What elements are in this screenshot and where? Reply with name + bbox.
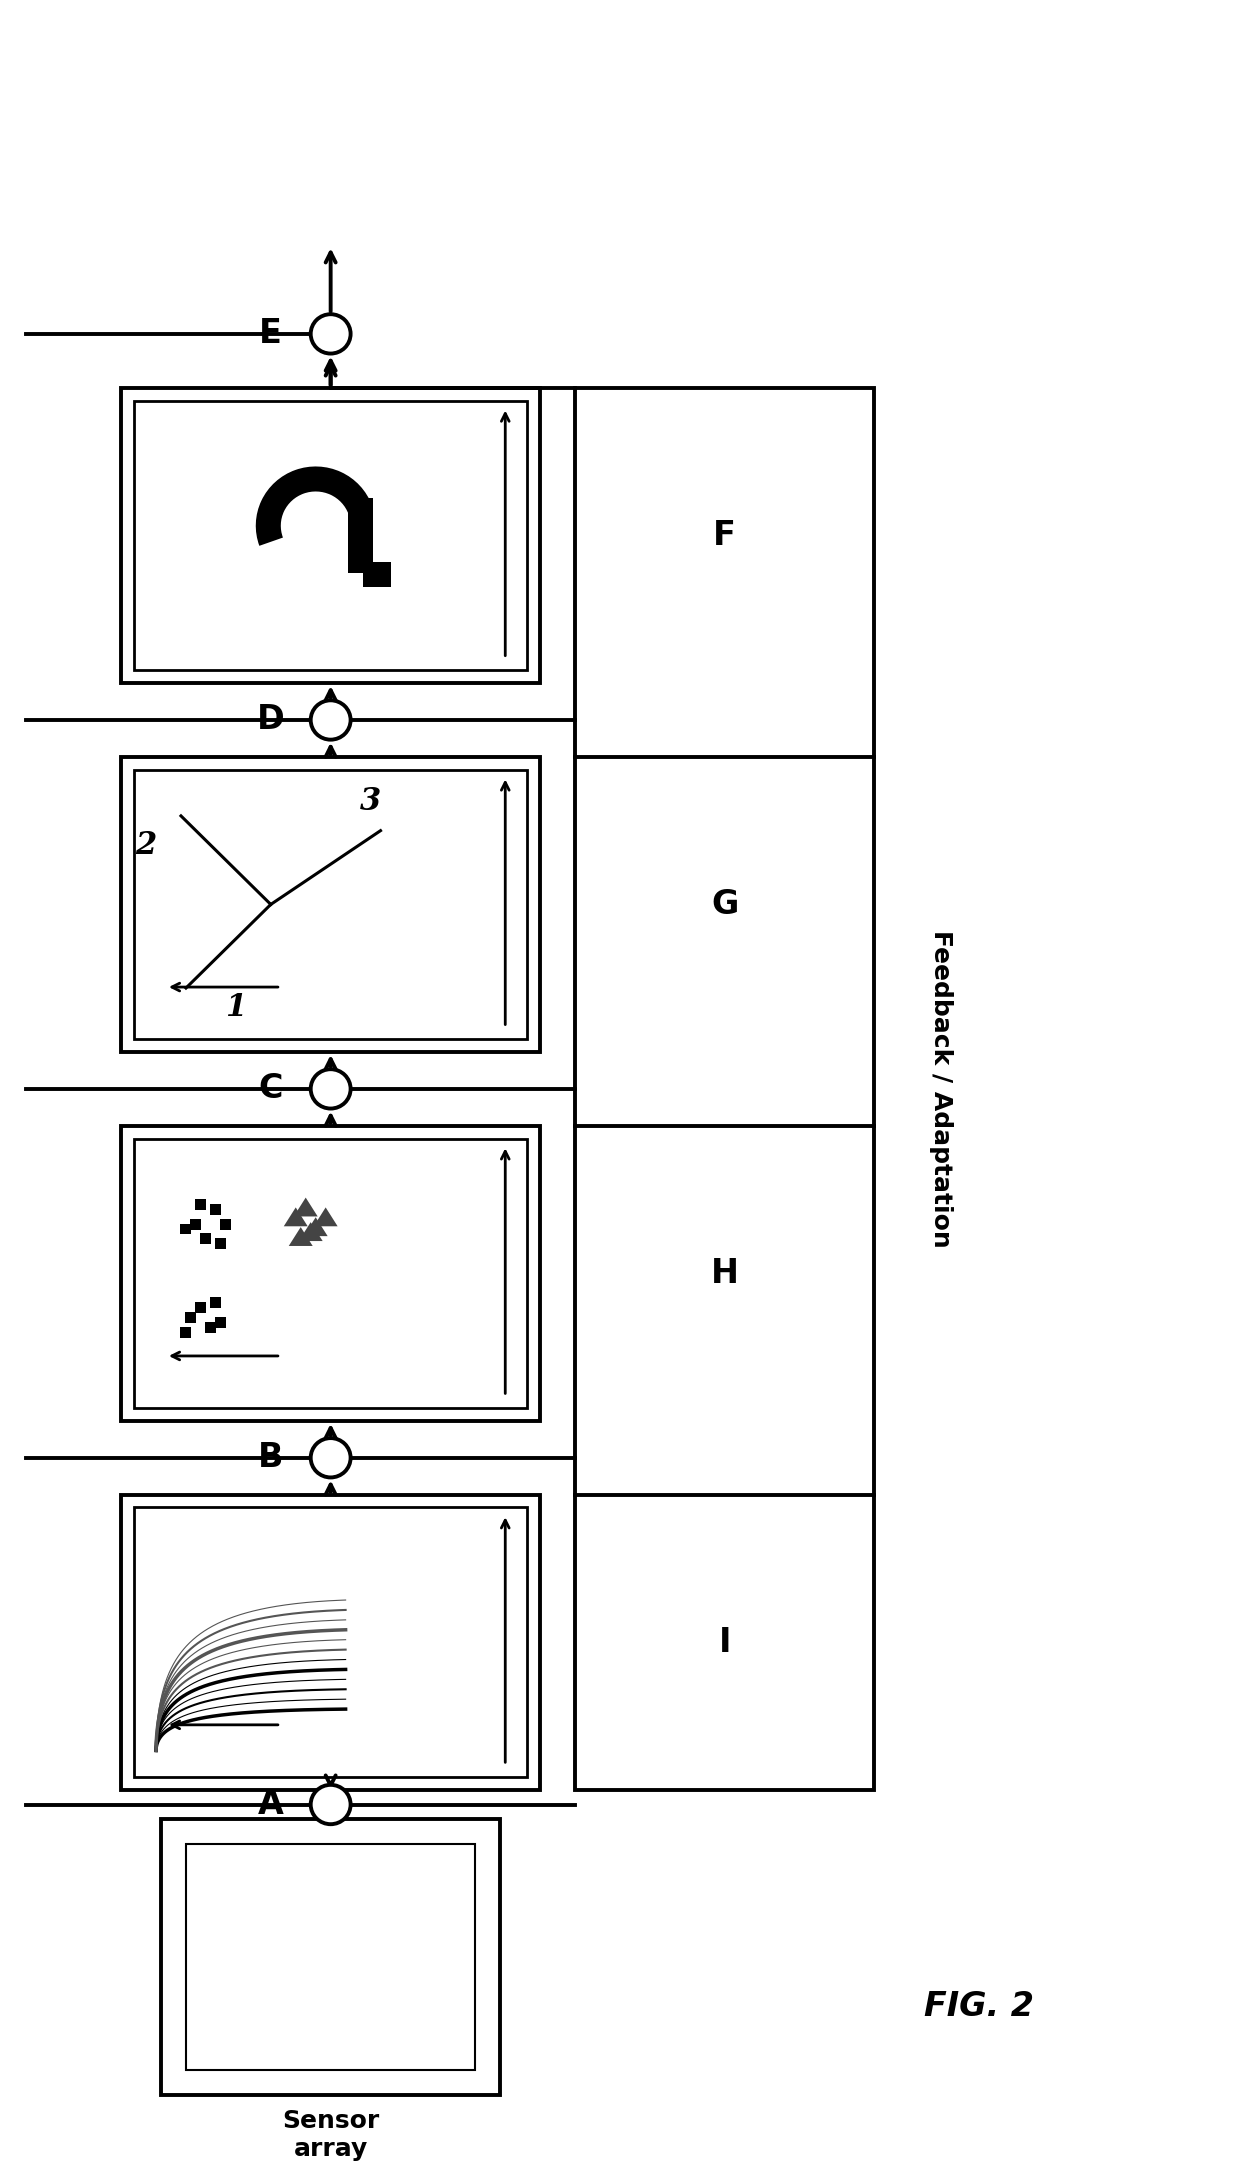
Bar [122, 388, 541, 683]
Bar [181, 1327, 191, 1338]
Bar [191, 1218, 201, 1229]
Bar [186, 1312, 196, 1322]
Bar [331, 1901, 403, 1958]
Circle shape [311, 1437, 351, 1476]
Text: 3: 3 [360, 785, 381, 817]
Bar [186, 1843, 258, 1901]
Bar [211, 1203, 222, 1214]
Bar [258, 2014, 331, 2070]
Text: FIG. 2: FIG. 2 [924, 1990, 1034, 2023]
Bar [122, 1125, 541, 1420]
Bar [216, 1238, 227, 1249]
Bar [186, 2014, 258, 2070]
Bar [211, 1296, 222, 1307]
Circle shape [311, 1784, 351, 1823]
Bar [331, 1958, 403, 2014]
Text: B: B [258, 1442, 284, 1474]
Bar [258, 1958, 331, 2014]
Bar [122, 757, 541, 1051]
Bar [221, 1218, 232, 1229]
Bar [196, 1303, 206, 1314]
Circle shape [311, 314, 351, 353]
Bar [196, 1199, 206, 1210]
Bar [186, 1958, 258, 2014]
Text: 2: 2 [135, 830, 156, 861]
Bar [331, 1843, 403, 1901]
Bar [134, 1138, 527, 1407]
Bar [403, 1958, 475, 2014]
Bar [161, 1819, 500, 2094]
Text: A: A [258, 1789, 284, 1821]
Bar [201, 1234, 211, 1244]
Text: Sensor
array: Sensor array [281, 2109, 379, 2161]
Polygon shape [299, 1223, 322, 1240]
Bar [216, 1318, 227, 1329]
Text: I: I [718, 1626, 732, 1659]
Text: E: E [259, 317, 283, 351]
Bar [575, 388, 874, 1791]
Bar [403, 1843, 475, 1901]
Bar [362, 562, 391, 588]
Circle shape [311, 1069, 351, 1108]
Polygon shape [304, 1216, 327, 1236]
Text: G: G [711, 889, 739, 921]
Bar [134, 401, 527, 670]
Bar [403, 1901, 475, 1958]
Circle shape [311, 700, 351, 739]
Text: D: D [257, 702, 285, 737]
Bar [134, 770, 527, 1038]
Bar [122, 1494, 541, 1791]
Bar [206, 1322, 217, 1333]
Polygon shape [294, 1197, 317, 1216]
Bar [181, 1223, 191, 1234]
Text: 1: 1 [226, 993, 247, 1023]
Text: F: F [713, 518, 737, 553]
Text: C: C [258, 1073, 283, 1106]
Polygon shape [314, 1208, 337, 1227]
Bar [186, 1901, 258, 1958]
Bar [258, 1843, 331, 1901]
Bar [258, 1901, 331, 1958]
Text: H: H [711, 1257, 739, 1290]
Polygon shape [289, 1227, 312, 1247]
Bar [186, 1843, 475, 2070]
Bar [134, 1507, 527, 1778]
Bar [331, 2014, 403, 2070]
Text: Feedback / Adaptation: Feedback / Adaptation [929, 930, 954, 1249]
Polygon shape [284, 1208, 308, 1227]
Bar [403, 2014, 475, 2070]
